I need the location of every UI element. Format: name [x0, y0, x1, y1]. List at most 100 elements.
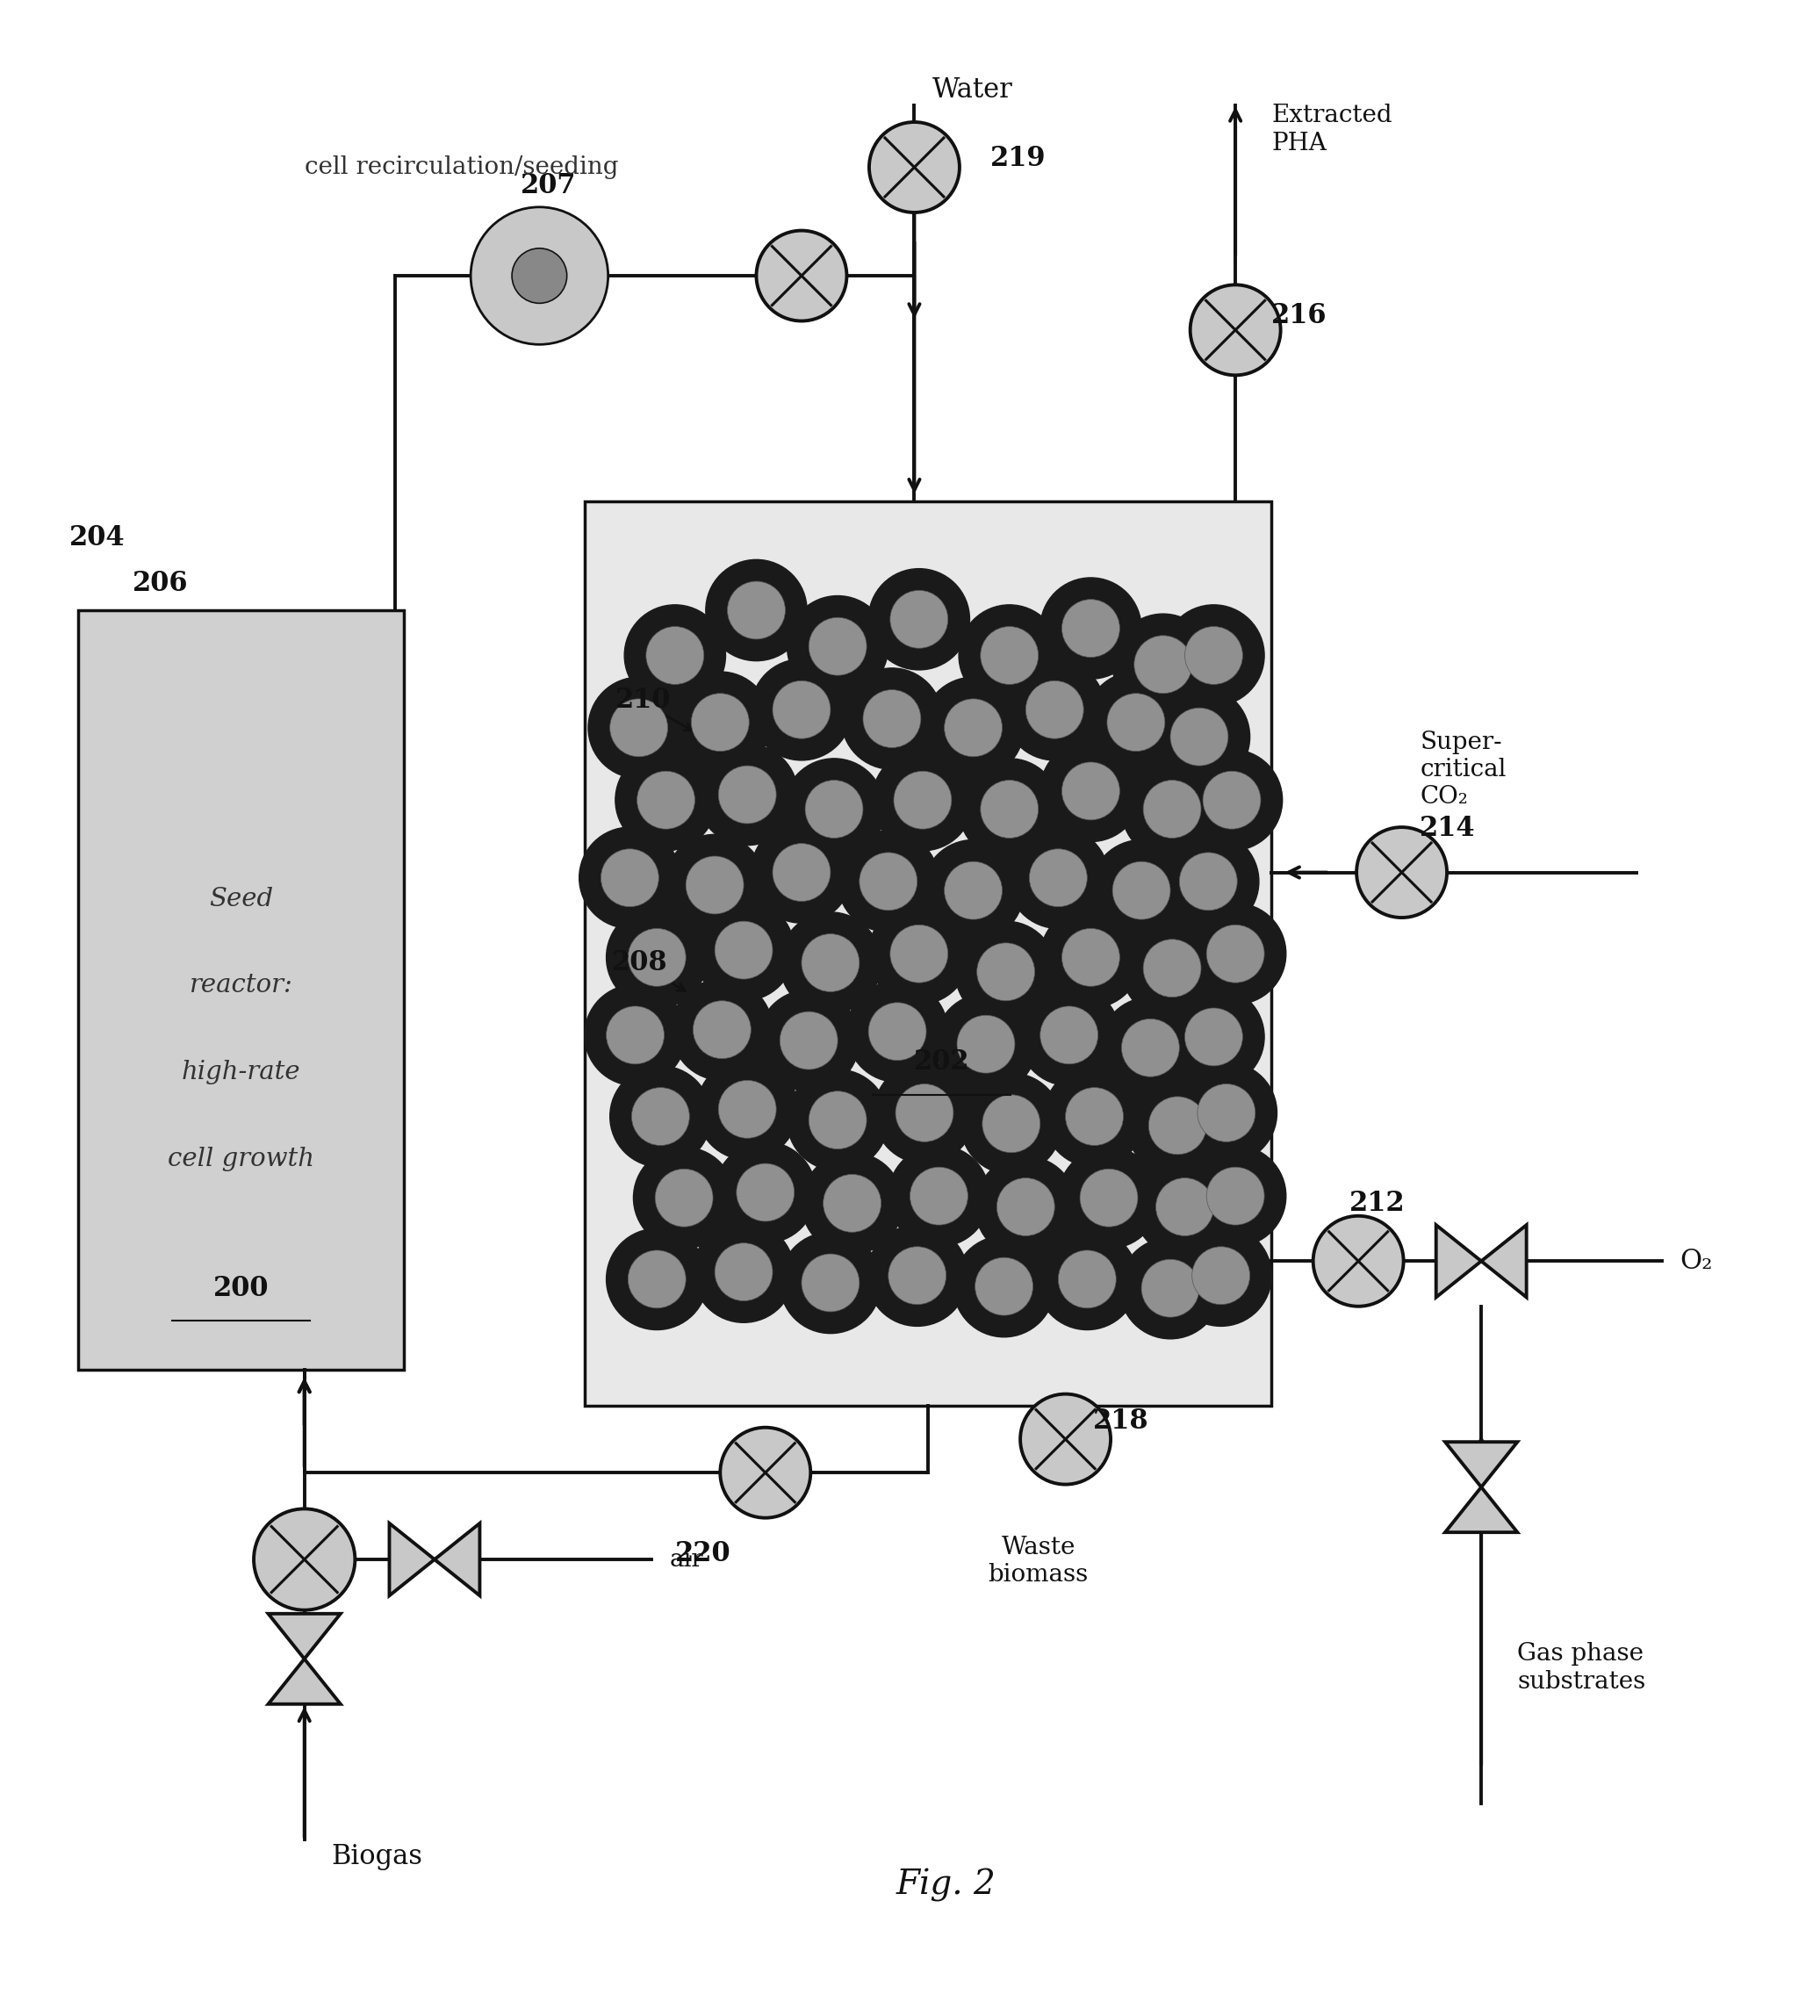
- Circle shape: [888, 1145, 990, 1246]
- Circle shape: [895, 1085, 954, 1141]
- Circle shape: [1185, 1145, 1287, 1246]
- Circle shape: [1065, 1087, 1123, 1145]
- Text: 202: 202: [914, 1048, 970, 1077]
- Circle shape: [1134, 635, 1192, 694]
- Circle shape: [1163, 986, 1265, 1087]
- Circle shape: [624, 605, 726, 706]
- Circle shape: [633, 1147, 735, 1248]
- Bar: [78, 611, 404, 1369]
- Circle shape: [1143, 780, 1201, 839]
- Circle shape: [1190, 284, 1281, 375]
- Text: reactor:: reactor:: [189, 974, 293, 998]
- Text: 204: 204: [69, 524, 126, 552]
- Text: cell growth: cell growth: [167, 1147, 315, 1171]
- Circle shape: [615, 750, 717, 851]
- Circle shape: [1119, 1238, 1221, 1339]
- Circle shape: [646, 627, 704, 683]
- Polygon shape: [435, 1524, 480, 1595]
- Polygon shape: [1481, 1226, 1527, 1296]
- Text: Water: Water: [932, 77, 1014, 105]
- Polygon shape: [268, 1659, 340, 1704]
- Polygon shape: [1436, 1226, 1481, 1296]
- Circle shape: [846, 982, 948, 1083]
- Circle shape: [977, 943, 1036, 1000]
- Circle shape: [757, 230, 846, 321]
- Circle shape: [779, 1012, 837, 1068]
- Circle shape: [976, 1157, 1076, 1258]
- Text: Biogas: Biogas: [331, 1843, 422, 1871]
- Circle shape: [997, 1177, 1054, 1236]
- Circle shape: [1121, 1018, 1179, 1077]
- Circle shape: [863, 689, 921, 748]
- Circle shape: [981, 627, 1039, 683]
- Circle shape: [1041, 740, 1141, 841]
- Circle shape: [910, 1167, 968, 1226]
- Circle shape: [1185, 1008, 1243, 1066]
- Circle shape: [1061, 929, 1119, 986]
- Circle shape: [715, 1141, 815, 1244]
- Text: air: air: [670, 1548, 704, 1570]
- Text: 206: 206: [133, 569, 189, 597]
- Text: 216: 216: [1272, 302, 1327, 329]
- Text: 210: 210: [615, 687, 672, 714]
- Circle shape: [1207, 1167, 1265, 1226]
- Circle shape: [774, 681, 830, 738]
- Circle shape: [1019, 984, 1119, 1087]
- Circle shape: [706, 560, 806, 661]
- Text: cell recirculation/seeding: cell recirculation/seeding: [304, 155, 619, 179]
- Text: Gas phase
substrates: Gas phase substrates: [1518, 1643, 1645, 1693]
- Circle shape: [954, 1236, 1054, 1337]
- Text: Extracted
PHA: Extracted PHA: [1272, 105, 1392, 155]
- Circle shape: [728, 581, 784, 639]
- Circle shape: [786, 597, 888, 698]
- Circle shape: [1134, 1157, 1236, 1258]
- Circle shape: [693, 899, 794, 1000]
- Circle shape: [686, 857, 744, 913]
- Circle shape: [808, 617, 866, 675]
- Circle shape: [1107, 694, 1165, 752]
- Circle shape: [253, 1508, 355, 1611]
- Circle shape: [1030, 849, 1087, 907]
- Circle shape: [1041, 1006, 1097, 1064]
- Circle shape: [1121, 758, 1223, 859]
- Circle shape: [935, 994, 1037, 1095]
- Circle shape: [1170, 1226, 1272, 1327]
- Circle shape: [697, 1058, 797, 1159]
- Circle shape: [1356, 827, 1447, 917]
- Circle shape: [1005, 659, 1105, 760]
- Circle shape: [866, 1226, 968, 1327]
- Circle shape: [1090, 841, 1192, 941]
- Circle shape: [655, 1169, 713, 1228]
- Circle shape: [868, 1002, 926, 1060]
- Circle shape: [823, 1175, 881, 1232]
- Circle shape: [1179, 853, 1238, 911]
- Circle shape: [1185, 627, 1243, 683]
- Text: high-rate: high-rate: [182, 1060, 300, 1085]
- Circle shape: [1181, 750, 1283, 851]
- Circle shape: [945, 861, 1003, 919]
- Circle shape: [1314, 1216, 1403, 1306]
- Circle shape: [637, 772, 695, 829]
- Circle shape: [957, 1016, 1016, 1073]
- Polygon shape: [389, 1524, 435, 1595]
- Circle shape: [628, 1250, 686, 1308]
- Circle shape: [584, 984, 686, 1087]
- Circle shape: [672, 980, 774, 1081]
- Circle shape: [923, 677, 1025, 778]
- Text: 212: 212: [1349, 1189, 1405, 1218]
- Circle shape: [868, 903, 970, 1004]
- Circle shape: [715, 1244, 774, 1300]
- Circle shape: [890, 591, 948, 649]
- Bar: [584, 502, 1272, 1405]
- Circle shape: [1158, 831, 1259, 931]
- Circle shape: [956, 921, 1056, 1022]
- Circle shape: [959, 758, 1059, 859]
- Circle shape: [670, 671, 772, 772]
- Circle shape: [1112, 861, 1170, 919]
- Circle shape: [894, 772, 952, 829]
- Text: Seed: Seed: [209, 887, 273, 911]
- Circle shape: [511, 248, 566, 302]
- Circle shape: [601, 849, 659, 907]
- Circle shape: [1099, 998, 1201, 1099]
- Circle shape: [1057, 1147, 1159, 1248]
